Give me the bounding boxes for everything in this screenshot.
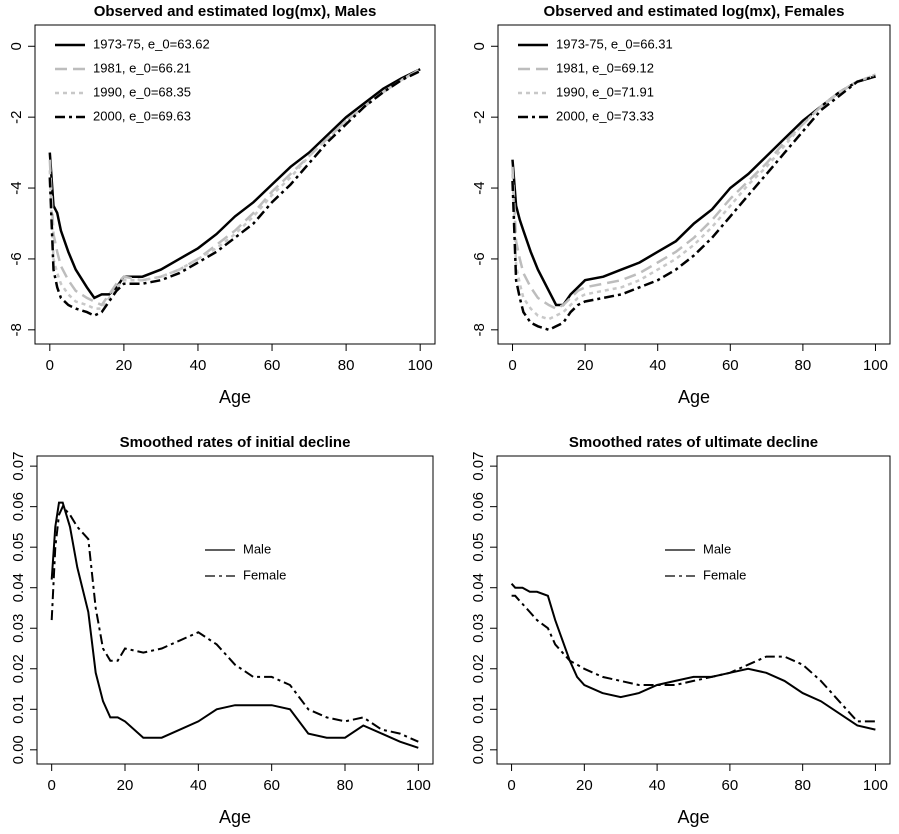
series-line [510,583,876,731]
chart-title: Observed and estimated log(mx), Females [544,3,845,20]
x-tick-label: 40 [649,357,666,374]
legend-label: 2000, e_0=73.33 [556,108,654,123]
y-tick-label: 0.04 [470,573,487,602]
y-tick-label: 0.02 [470,654,487,683]
legend-label: Male [243,541,271,556]
y-tick-label: 0.05 [10,533,27,562]
x-tick-label: 60 [264,357,281,374]
series-line [511,75,876,332]
x-tick-label: 80 [794,777,811,794]
y-tick-label: -6 [8,252,25,265]
chart-title: Smoothed rates of ultimate decline [569,434,818,451]
x-axis-label: Age [678,387,710,407]
legend-label: 1973-75, e_0=63.62 [93,36,210,51]
legend-label: 1973-75, e_0=66.31 [556,36,673,51]
x-tick-label: 100 [408,357,433,374]
chart-title: Observed and estimated log(mx), Males [94,3,377,20]
x-tick-label: 20 [577,357,594,374]
legend-label: Male [703,541,731,556]
y-tick-label: 0.06 [10,492,27,521]
series-line [511,594,876,723]
y-tick-label: -4 [471,181,488,194]
x-tick-label: 40 [190,777,207,794]
series-line [48,68,421,310]
y-tick-label: -2 [471,110,488,123]
x-tick-label: 60 [722,777,739,794]
x-axis-label: Age [677,807,709,827]
x-tick-label: 80 [337,777,354,794]
series-line [50,501,419,749]
x-tick-label: 100 [863,777,888,794]
y-tick-label: 0.00 [470,735,487,764]
y-tick-label: 0.04 [10,573,27,602]
legend-label: 1990, e_0=71.91 [556,84,654,99]
y-tick-label: 0.07 [470,452,487,481]
y-tick-label: 0 [471,42,488,50]
series-line [48,69,421,317]
y-tick-label: -6 [471,252,488,265]
x-tick-label: 40 [190,357,207,374]
y-tick-label: 0.03 [470,614,487,643]
x-tick-label: 0 [46,357,54,374]
x-tick-label: 80 [795,357,812,374]
series-line [48,68,421,307]
y-tick-label: 0.02 [10,654,27,683]
legend-label: Female [243,567,286,582]
plot-box [497,24,891,345]
x-tick-label: 60 [722,357,739,374]
series-line [48,68,421,300]
series-line [511,75,876,307]
legend-label: 1990, e_0=68.35 [93,84,191,99]
plot-box [496,455,891,765]
legend-label: 2000, e_0=69.63 [93,108,191,123]
legend-label: 1981, e_0=66.21 [93,60,191,75]
y-tick-label: 0 [8,42,25,50]
y-tick-label: 0.05 [470,533,487,562]
x-tick-label: 100 [406,777,431,794]
y-tick-label: -8 [8,323,25,336]
y-tick-label: 0.03 [10,614,27,643]
x-tick-label: 0 [507,777,515,794]
series-line [511,73,876,321]
y-tick-label: -2 [8,110,25,123]
x-tick-label: 60 [263,777,280,794]
x-tick-label: 20 [117,777,134,794]
y-tick-label: 0.01 [470,695,487,724]
x-axis-label: Age [219,387,251,407]
x-tick-label: 0 [47,777,55,794]
x-axis-label: Age [219,807,251,827]
plot-box [34,24,436,345]
y-tick-label: -8 [471,323,488,336]
series-line [50,504,419,743]
x-tick-label: 80 [338,357,355,374]
x-tick-label: 100 [863,357,888,374]
x-tick-label: 20 [576,777,593,794]
chart-title: Smoothed rates of initial decline [120,434,351,451]
y-tick-label: -4 [8,181,25,194]
legend-label: 1981, e_0=69.12 [556,60,654,75]
x-tick-label: 40 [649,777,666,794]
y-tick-label: 0.01 [10,695,27,724]
plot-box [36,455,434,765]
y-tick-label: 0.00 [10,735,27,764]
x-tick-label: 20 [116,357,133,374]
x-tick-label: 0 [508,357,516,374]
y-tick-label: 0.07 [10,452,27,481]
y-tick-label: 0.06 [470,492,487,521]
legend-label: Female [703,567,746,582]
